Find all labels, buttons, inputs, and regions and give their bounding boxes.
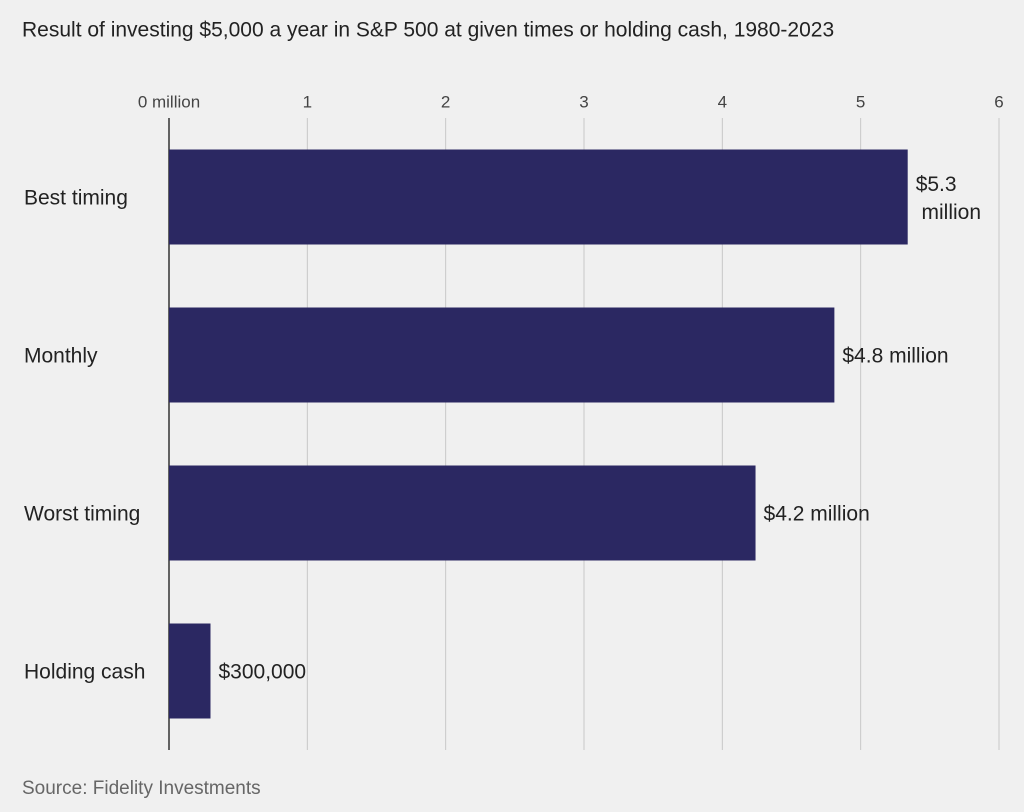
data-label: $300,000 [219,661,307,684]
data-label: $4.8 million [842,345,948,368]
bar [169,465,756,561]
x-tick-label: 6 [994,92,1003,111]
bar [169,149,908,245]
category-label: Holding cash [24,661,145,684]
x-tick-label: 2 [441,92,450,111]
category-label: Worst timing [24,503,140,526]
x-tick-label: 3 [579,92,588,111]
category-label: Best timing [24,187,128,210]
data-label: $4.2 million [764,503,870,526]
chart-title: Result of investing $5,000 a year in S&P… [22,19,834,42]
x-tick-label: 0 million [138,92,200,111]
bar [169,623,211,719]
bar [169,307,835,403]
data-label: $5.3 million [916,173,981,224]
x-tick-label: 4 [718,92,727,111]
x-tick-label: 1 [303,92,312,111]
category-label: Monthly [24,345,98,368]
source-note: Source: Fidelity Investments [22,778,261,799]
x-tick-label: 5 [856,92,865,111]
